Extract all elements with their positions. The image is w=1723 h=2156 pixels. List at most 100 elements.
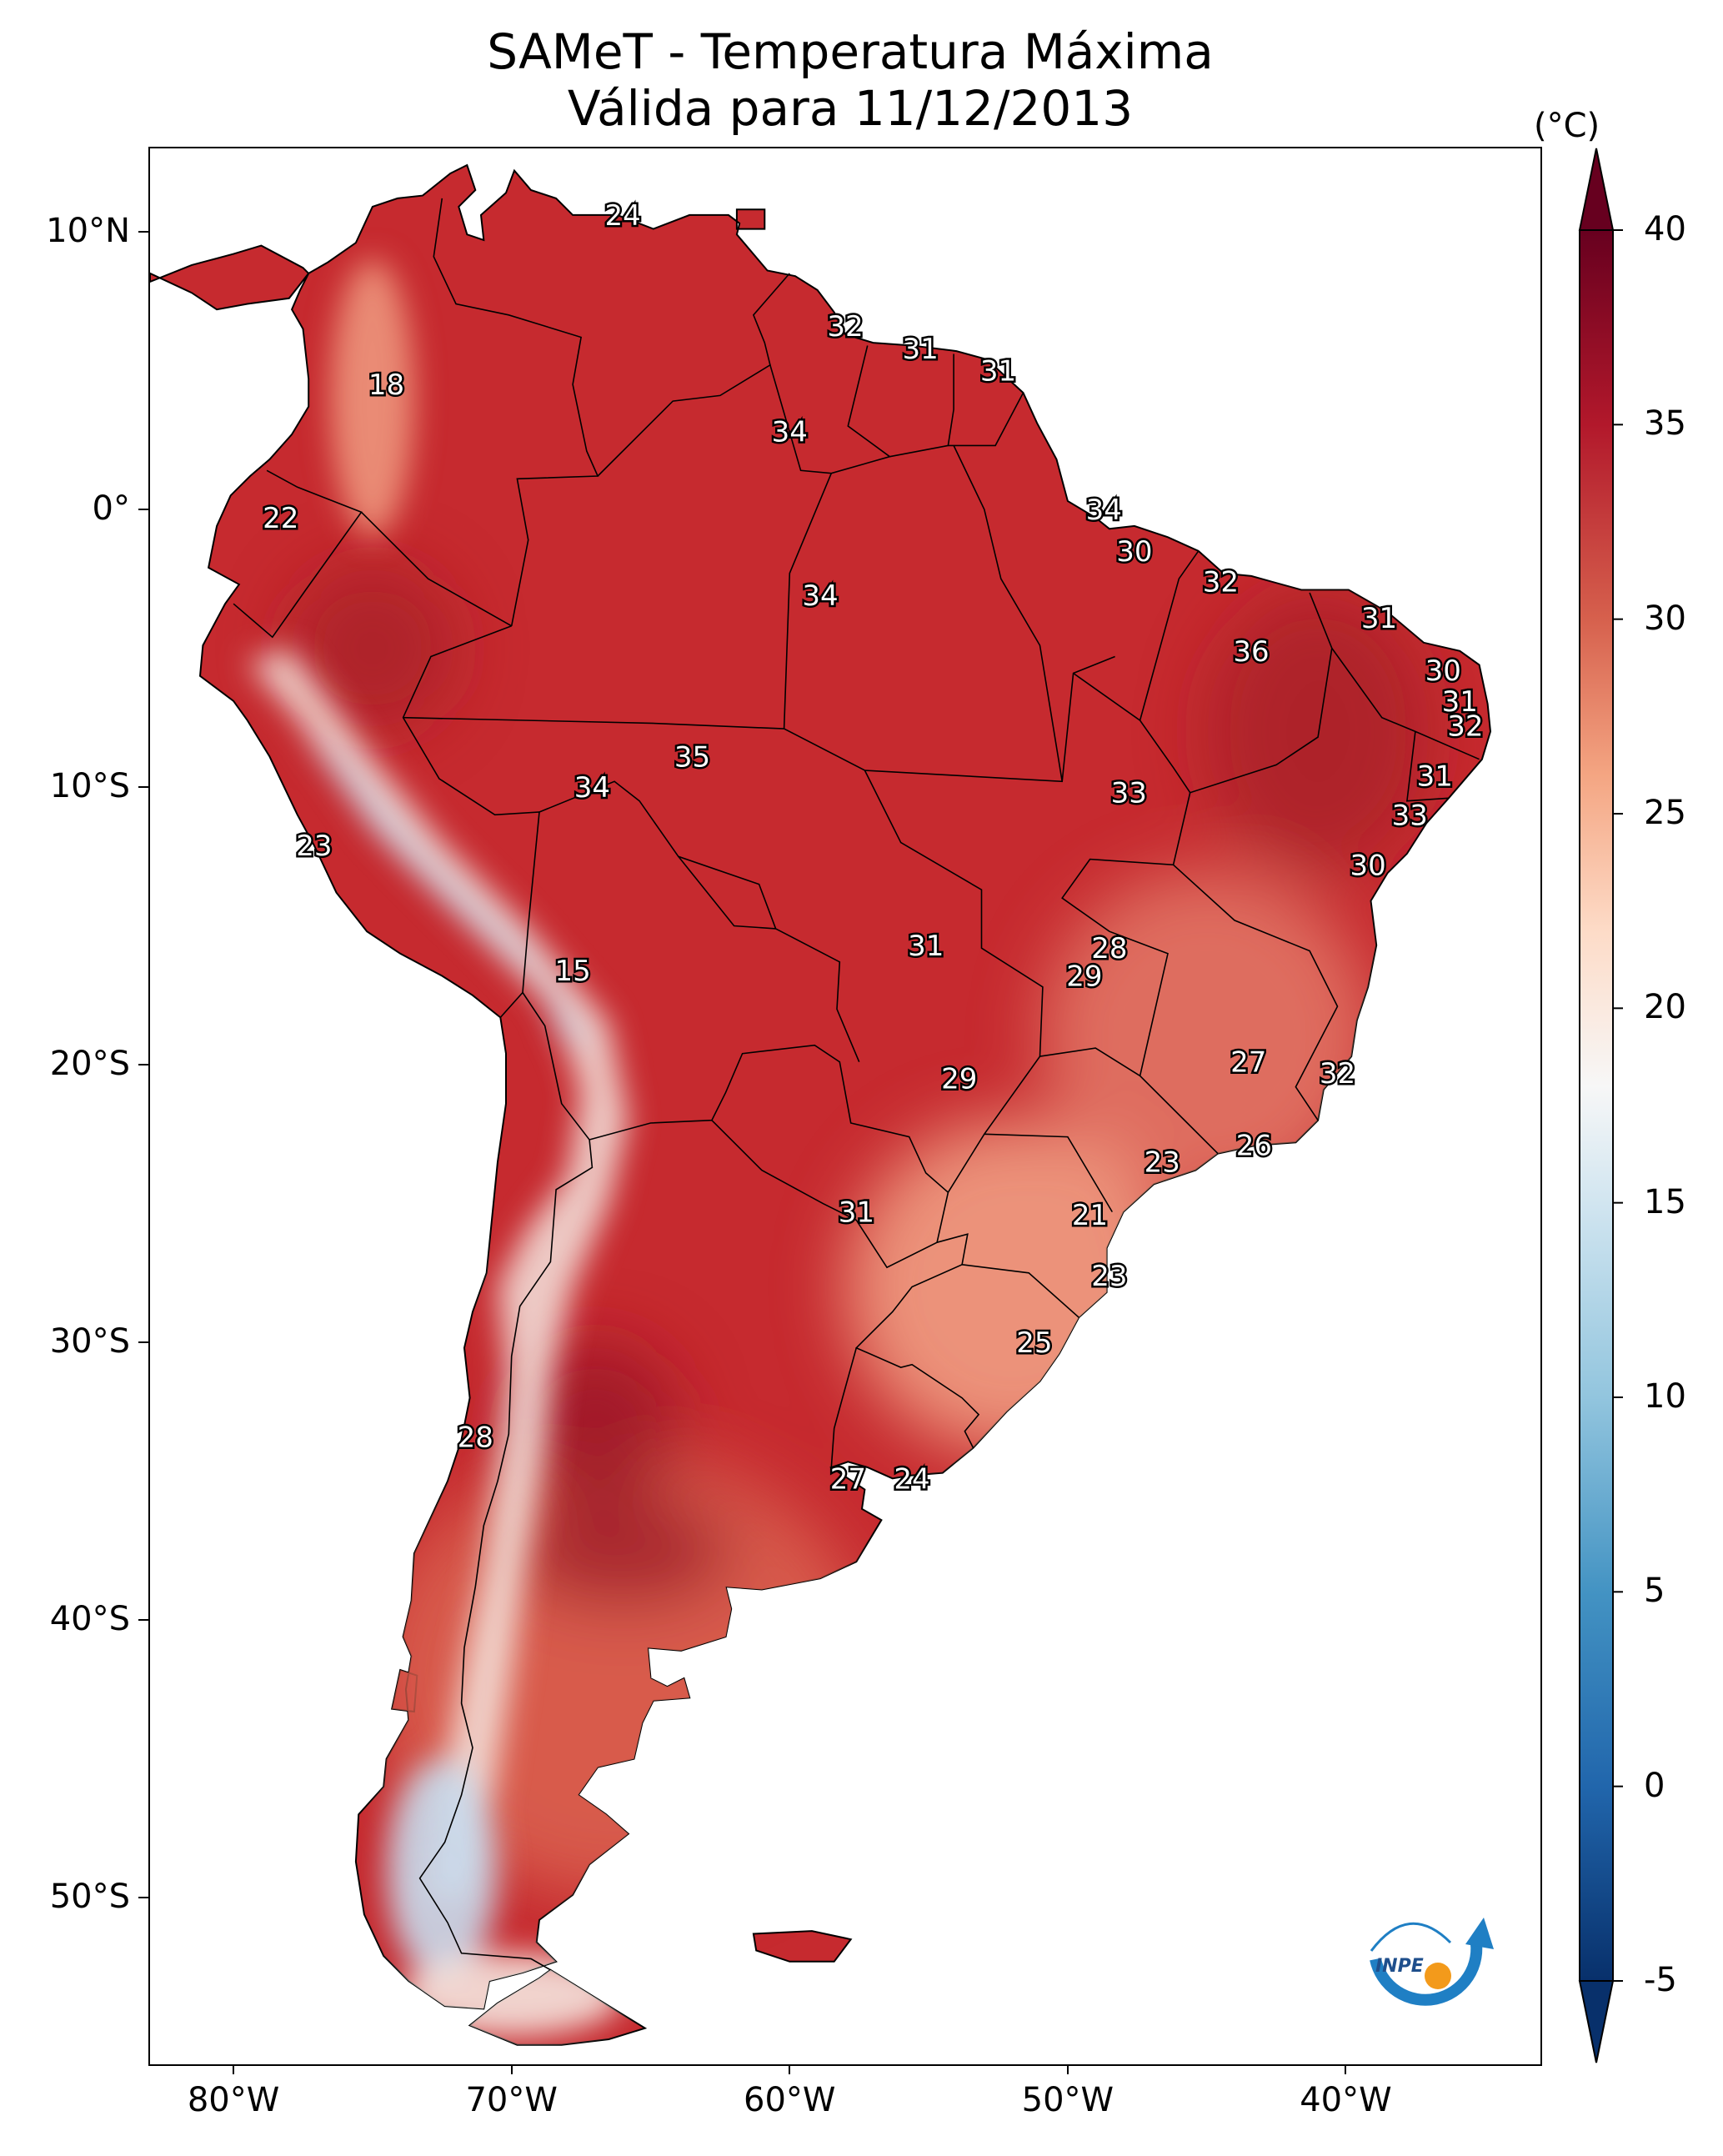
country-borders: [233, 198, 1480, 1971]
map-title-line1: SAMeT - Temperatura Máxima: [487, 23, 1214, 80]
logo-orbit: [1370, 1922, 1452, 1952]
station-temperature-label: 21: [1072, 1199, 1108, 1232]
station-temperature-label: 30: [1350, 849, 1386, 882]
station-temperature-label: 28: [458, 1421, 493, 1454]
colombia-andes-cool-zone: [330, 259, 414, 538]
y-tick-label: 20°S: [49, 1045, 130, 1084]
station-temperature-label: 23: [296, 830, 332, 863]
x-tick-label: 40°W: [1300, 2081, 1392, 2119]
inpe-logo: INPE: [1370, 1918, 1494, 2006]
x-tick-label: 80°W: [187, 2081, 280, 2119]
border-line: [1405, 731, 1449, 802]
station-temperature-label: 34: [574, 771, 610, 805]
colorbar-tick-label: 30: [1644, 599, 1686, 638]
border-line: [854, 1233, 980, 1448]
station-temperature-label: 31: [1442, 685, 1478, 719]
station-temperature-label: 25: [1016, 1326, 1052, 1360]
map-frame[interactable]: 24 32 31 31 18 34 34 22 30 32 34 31 36 30 31 32 35 31 34 33…: [148, 147, 1542, 2066]
colorbar-tick-label: -5: [1644, 1961, 1677, 1999]
station-temperature-label: 27: [830, 1462, 866, 1496]
y-tick-mark: [138, 1064, 148, 1066]
patagonia-cold-zone: [386, 1758, 498, 1982]
station-temperature-label: 29: [941, 1063, 977, 1096]
temperature-field: [247, 259, 1430, 2037]
south-brazil-mild-zone: [845, 1120, 1180, 1454]
station-temperature-label: 32: [827, 310, 863, 343]
station-temperature-label: 31: [1417, 760, 1453, 794]
y-tick-mark: [138, 1341, 148, 1344]
station-temperature-label: 18: [368, 369, 404, 402]
border-line: [360, 511, 513, 627]
border-line: [1331, 648, 1480, 760]
border-line: [678, 855, 776, 930]
border-line: [984, 1133, 1113, 1213]
colorbar-unit: (°C): [1534, 107, 1600, 145]
colorbar-tick-label: 10: [1644, 1377, 1686, 1416]
border-line: [783, 473, 833, 730]
border-line: [1139, 550, 1200, 721]
x-tick-label: 50°W: [1021, 2081, 1114, 2119]
station-temperature-label: 31: [908, 930, 944, 963]
border-line: [1173, 864, 1339, 1121]
border-line: [433, 198, 599, 626]
x-tick-mark: [789, 2064, 791, 2074]
colorbar-tick-label: 15: [1644, 1182, 1686, 1221]
border-line: [589, 1044, 949, 1193]
station-temperature-label: 23: [1144, 1146, 1180, 1180]
station-temperature-label: 30: [1116, 535, 1152, 569]
x-tick-mark: [1066, 2064, 1069, 2074]
x-tick-mark: [233, 2064, 235, 2074]
station-temperature-label: 34: [1086, 494, 1122, 527]
border-line: [953, 445, 1063, 782]
station-temperature-label: 30: [1425, 654, 1461, 688]
y-tick-mark: [138, 1619, 148, 1622]
y-tick-label: 30°S: [49, 1322, 130, 1361]
station-temperature-label: 15: [554, 955, 590, 988]
station-temperature-label: 31: [902, 333, 938, 366]
logo-orb: [1425, 1963, 1451, 1989]
x-tick-label: 60°W: [744, 2081, 836, 2119]
y-tick-label: 40°S: [49, 1600, 130, 1639]
station-temperature-label: 33: [1111, 777, 1147, 810]
northeast-hot-zone: [1206, 592, 1430, 870]
y-tick-mark: [138, 786, 148, 788]
border-line: [233, 469, 363, 639]
colorbar-tick-label: 40: [1644, 210, 1686, 248]
colorbar: [1578, 148, 1623, 2063]
argentina-hot-zone-2: [511, 1495, 734, 1607]
x-tick-mark: [1345, 2064, 1347, 2074]
border-line: [1073, 592, 1333, 794]
colorbar-tick-label: 5: [1644, 1572, 1665, 1611]
y-tick-label: 10°S: [49, 767, 130, 805]
southeast-mild-zone: [1039, 870, 1374, 1204]
station-temperature-label: 28: [1091, 932, 1127, 965]
border-line: [402, 625, 540, 1018]
tierra-del-fuego-cool-zone: [400, 1953, 624, 2037]
y-tick-label: 50°S: [49, 1878, 130, 1917]
border-line: [830, 1347, 858, 1468]
logo-arrow-icon: [1465, 1918, 1494, 1949]
x-tick-mark: [510, 2064, 513, 2074]
station-temperature-label: 31: [1361, 602, 1397, 635]
border-line: [769, 345, 892, 474]
border-line: [1039, 1047, 1219, 1155]
colorbar-tick-label: 25: [1644, 794, 1686, 832]
argentina-hot-zone: [511, 1342, 679, 1509]
station-temperature-label: 29: [1066, 960, 1102, 993]
colorbar-tick-label: 20: [1644, 988, 1686, 1027]
colorbar-min-extend: [1578, 1980, 1615, 2063]
station-temperature-label: 27: [1230, 1046, 1266, 1080]
station-temperature-label: 22: [263, 502, 298, 535]
y-tick-mark: [138, 1897, 148, 1899]
y-tick-label: 0°: [92, 489, 130, 528]
station-temperature-label: 31: [839, 1196, 874, 1230]
station-temperature-label: 36: [1233, 635, 1269, 669]
colorbar-gradient: [1579, 229, 1614, 1982]
y-tick-mark: [138, 508, 148, 510]
colorbar-tick-label: 0: [1644, 1766, 1665, 1805]
station-temperature-label: 32: [1320, 1057, 1355, 1091]
border-line: [538, 780, 860, 1063]
border-line: [889, 353, 954, 458]
border-line: [962, 1264, 1079, 1318]
